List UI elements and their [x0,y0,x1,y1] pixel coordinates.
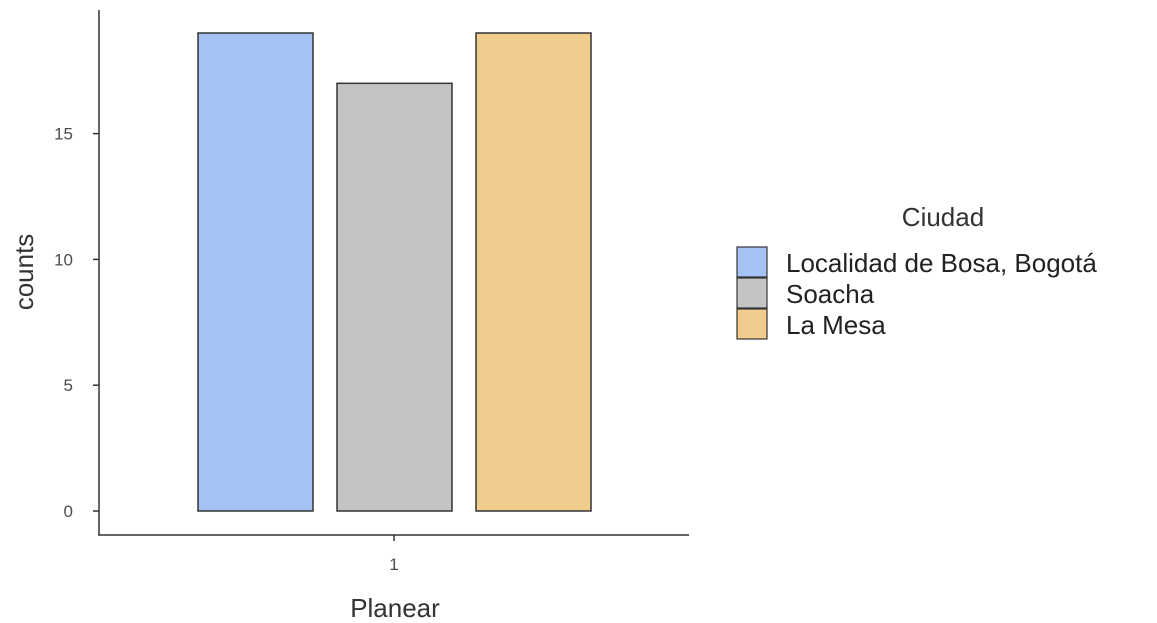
x-axis-title: Planear [350,593,440,623]
y-axis-ticks: 0 5 10 15 [54,125,99,521]
legend-label: Soacha [786,279,875,309]
y-tick-label: 10 [54,250,73,269]
legend-label: Localidad de Bosa, Bogotá [786,248,1097,278]
bar-localidad-de-bosa-bogot [197,32,314,512]
legend-key [736,246,768,278]
y-tick-label: 0 [64,502,73,521]
y-tick-label: 5 [64,376,73,395]
bar-la-mesa [475,32,592,512]
y-tick-label: 15 [54,125,73,144]
x-axis-ticks: 1 [389,535,399,574]
legend-key [736,277,768,309]
legend-key [736,308,768,340]
y-axis-title: counts [9,234,39,311]
legend-title: Ciudad [902,202,984,232]
x-tick-label: 1 [389,555,398,574]
legend-label: La Mesa [786,310,886,340]
plot-area [197,32,592,512]
legend: Ciudad Localidad de Bosa, BogotáSoachaLa… [736,202,1097,340]
bar-soacha [336,82,453,512]
